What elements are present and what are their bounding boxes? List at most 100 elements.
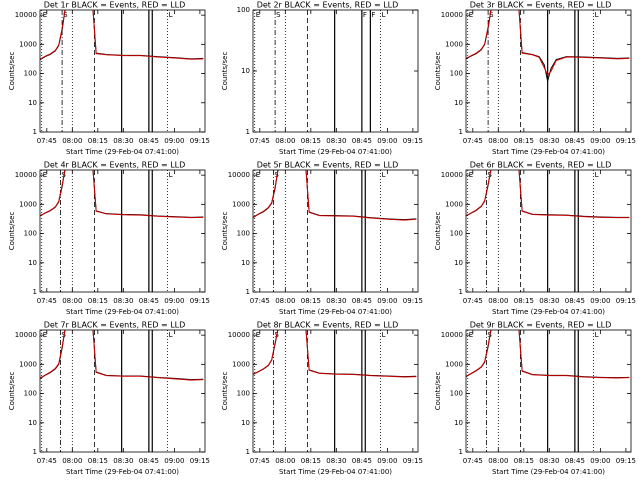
y-tick-label: 10 — [28, 419, 37, 427]
x-tick-label: 08:30 — [539, 297, 559, 305]
x-tick-label: 08:45 — [139, 457, 159, 465]
chart-title: Det 6r BLACK = Events, RED = LLD — [470, 161, 612, 170]
x-axis-label: Start Time (29-Feb-04 07:41:00) — [279, 308, 392, 316]
y-tick-label: 10 — [241, 67, 250, 75]
y-tick-label: 1000 — [445, 360, 463, 368]
x-tick-label: 09:00 — [377, 457, 397, 465]
marker-label: E — [43, 11, 47, 19]
x-tick-label: 08:15 — [301, 297, 321, 305]
x-tick-label: 08:15 — [514, 137, 534, 145]
series-line — [40, 170, 204, 219]
y-tick-label: 100 — [24, 70, 37, 78]
x-tick-label: 09:15 — [403, 137, 423, 145]
panel: Det 7r BLACK = Events, RED = LLD Start Ti… — [8, 321, 210, 477]
y-tick-label: 10000 — [441, 171, 463, 179]
x-tick-label: 07:45 — [463, 297, 483, 305]
x-tick-label: 08:30 — [539, 137, 559, 145]
x-tick-label: 09:15 — [190, 297, 210, 305]
y-axis-label: Counts/sec — [8, 372, 16, 411]
x-axis-label: Start Time (29-Feb-04 07:41:00) — [66, 468, 179, 476]
x-axis-label: Start Time (29-Feb-04 07:41:00) — [279, 468, 392, 476]
x-tick-label: 08:30 — [113, 137, 133, 145]
x-tick-label: 09:15 — [190, 457, 210, 465]
chart-title: Det 8r BLACK = Events, RED = LLD — [257, 321, 399, 330]
marker-label: E — [256, 331, 260, 339]
x-tick-label: 08:00 — [62, 457, 82, 465]
x-tick-label: 07:45 — [463, 137, 483, 145]
x-tick-label: 09:00 — [164, 457, 184, 465]
y-tick-label: 1000 — [232, 360, 250, 368]
y-axis-label: Counts/sec — [8, 212, 16, 251]
x-tick-label: 09:00 — [590, 137, 610, 145]
marker-label: E — [256, 171, 260, 179]
x-tick-label: 08:30 — [539, 457, 559, 465]
y-tick-label: 100 — [450, 390, 463, 398]
y-axis-label: Counts/sec — [221, 372, 229, 411]
y-tick-label: 10 — [454, 99, 463, 107]
x-tick-label: 08:00 — [488, 137, 508, 145]
x-tick-label: 08:45 — [565, 297, 585, 305]
y-tick-label: 100 — [237, 390, 250, 398]
panel: Det 8r BLACK = Events, RED = LLD Start Ti… — [221, 321, 423, 477]
marker-label: L — [595, 171, 599, 179]
x-axis-label: Start Time (29-Feb-04 07:41:00) — [492, 308, 605, 316]
marker-label: L — [382, 331, 386, 339]
marker-label: L — [169, 171, 173, 179]
x-tick-label: 08:00 — [275, 137, 295, 145]
x-tick-label: 09:00 — [164, 297, 184, 305]
x-tick-label: 08:15 — [88, 457, 108, 465]
y-tick-label: 100 — [24, 390, 37, 398]
y-tick-label: 10000 — [441, 11, 463, 19]
x-tick-label: 08:00 — [488, 457, 508, 465]
x-tick-label: 07:45 — [463, 457, 483, 465]
chart-title: Det 4r BLACK = Events, RED = LLD — [44, 161, 186, 170]
marker-label: E — [256, 11, 260, 19]
x-tick-label: 08:00 — [62, 137, 82, 145]
y-tick-label: 100 — [450, 70, 463, 78]
y-tick-label: 1000 — [445, 40, 463, 48]
marker-label: E — [43, 171, 47, 179]
x-tick-label: 08:45 — [565, 137, 585, 145]
chart-title: Det 1r BLACK = Events, RED = LLD — [44, 1, 186, 10]
y-tick-label: 100 — [450, 230, 463, 238]
plot-frame — [465, 329, 632, 453]
y-tick-label: 10 — [454, 259, 463, 267]
chart-title: Det 3r BLACK = Events, RED = LLD — [470, 1, 612, 10]
panel: Det 2r BLACK = Events, RED = LLD Start Ti… — [221, 1, 423, 157]
y-tick-label: 1000 — [19, 360, 37, 368]
y-axis-label: Counts/sec — [434, 52, 442, 91]
x-axis-label: Start Time (29-Feb-04 07:41:00) — [66, 148, 179, 156]
x-tick-label: 09:15 — [403, 297, 423, 305]
y-axis-label: Counts/sec — [221, 212, 229, 251]
x-tick-label: 08:45 — [139, 297, 159, 305]
panel: Det 3r BLACK = Events, RED = LLD Start Ti… — [434, 1, 636, 157]
series-line — [466, 330, 630, 379]
series-line — [253, 330, 417, 378]
y-tick-label: 1 — [246, 448, 250, 456]
marker-label: L — [169, 331, 173, 339]
plot-frame — [252, 9, 419, 133]
marker-label: L — [595, 11, 599, 19]
x-tick-label: 08:45 — [565, 457, 585, 465]
marker-label: L — [595, 331, 599, 339]
x-tick-label: 08:30 — [326, 457, 346, 465]
plot-frame — [39, 329, 206, 453]
y-tick-label: 10 — [241, 419, 250, 427]
y-tick-label: 10000 — [228, 171, 250, 179]
y-tick-label: 1000 — [19, 40, 37, 48]
y-tick-label: 1 — [246, 288, 250, 296]
chart-title: Det 7r BLACK = Events, RED = LLD — [44, 321, 186, 330]
x-tick-label: 08:30 — [326, 297, 346, 305]
x-tick-label: 08:00 — [62, 297, 82, 305]
chart-title: Det 5r BLACK = Events, RED = LLD — [257, 161, 399, 170]
x-axis-label: Start Time (29-Feb-04 07:41:00) — [492, 468, 605, 476]
x-tick-label: 07:45 — [250, 457, 270, 465]
x-tick-label: 08:00 — [488, 297, 508, 305]
y-tick-label: 1 — [459, 128, 463, 136]
y-tick-label: 10 — [28, 259, 37, 267]
x-tick-label: 08:45 — [352, 297, 372, 305]
x-tick-label: 07:45 — [37, 297, 57, 305]
y-tick-label: 1 — [33, 128, 37, 136]
x-tick-label: 09:00 — [590, 297, 610, 305]
x-tick-label: 08:00 — [275, 457, 295, 465]
